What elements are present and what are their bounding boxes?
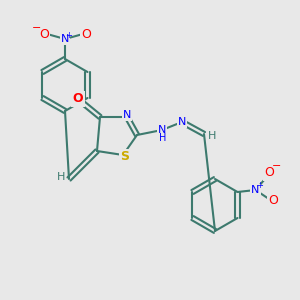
Text: −: − (32, 23, 42, 33)
Text: O: O (265, 167, 275, 179)
Text: N: N (123, 110, 131, 120)
Text: +: + (256, 181, 263, 190)
Text: O: O (39, 28, 49, 40)
Text: S: S (121, 151, 130, 164)
Text: O: O (81, 28, 91, 40)
Text: N: N (61, 34, 69, 44)
Text: O: O (73, 92, 83, 106)
Text: H: H (57, 172, 65, 182)
Text: +: + (66, 31, 72, 40)
Text: H: H (208, 131, 216, 141)
Text: H: H (159, 133, 167, 143)
Text: O: O (268, 194, 278, 206)
Text: N: N (251, 185, 260, 195)
Text: N: N (158, 125, 166, 135)
Text: −: − (272, 161, 281, 171)
Text: N: N (178, 117, 186, 127)
